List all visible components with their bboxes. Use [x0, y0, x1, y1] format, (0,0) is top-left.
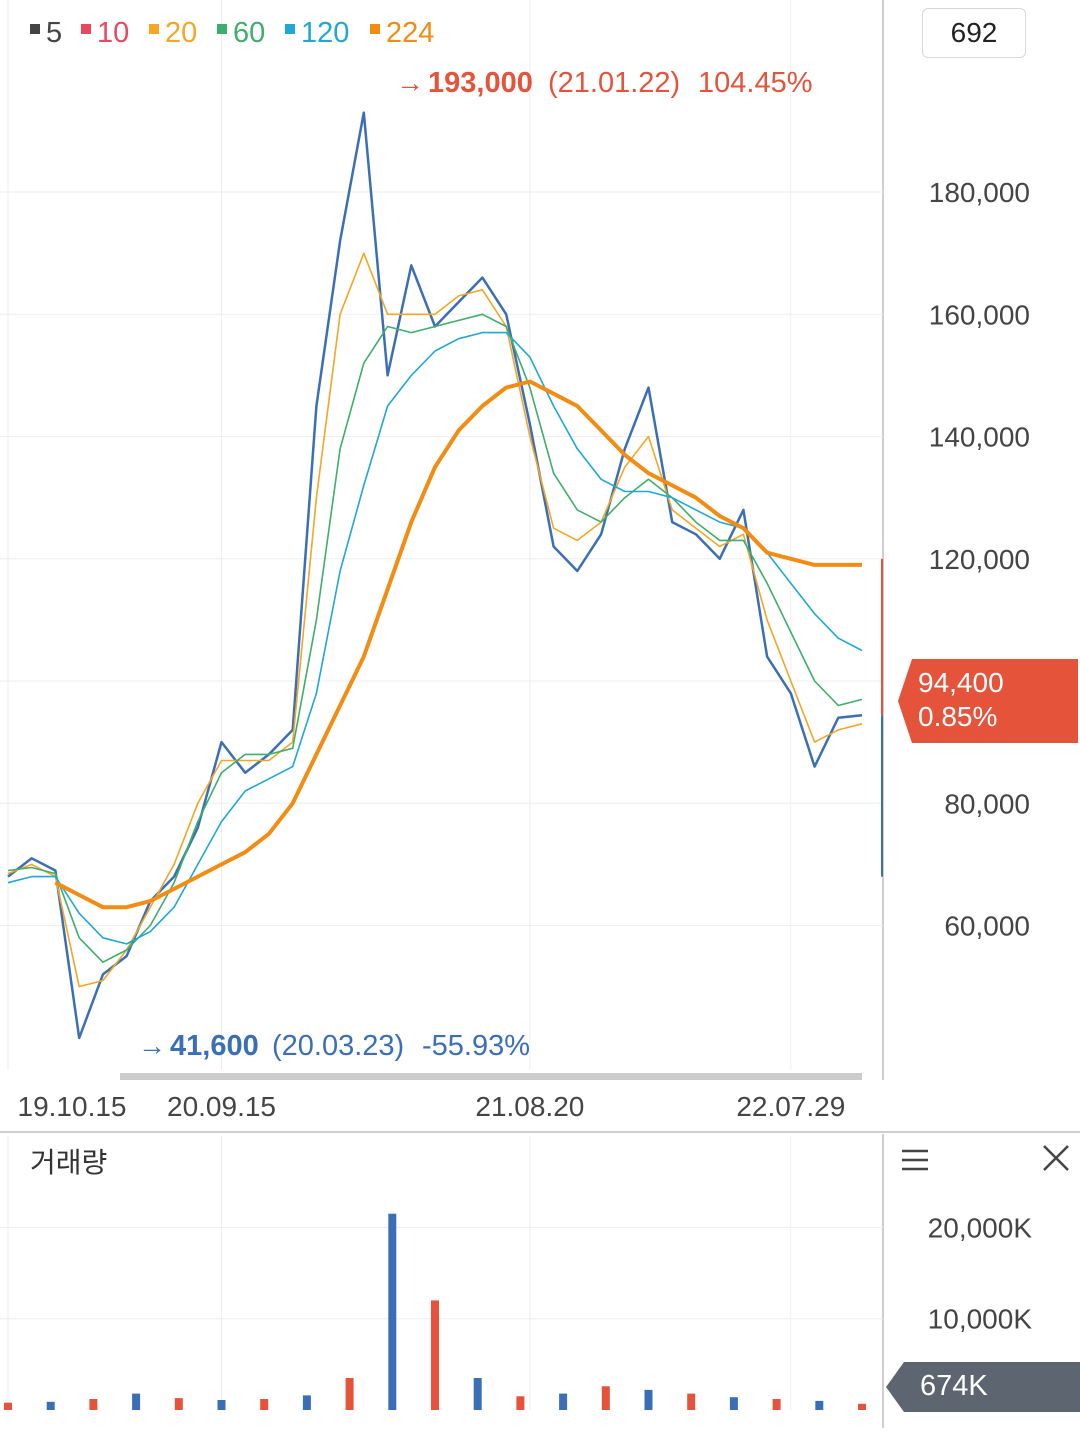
volume-bar: [729, 1397, 738, 1410]
volume-bar: [815, 1400, 824, 1410]
volume-bar: [858, 1403, 866, 1410]
current-price-tag: 94,400 0.85%: [898, 659, 1078, 743]
low-value: 41,600: [170, 1030, 259, 1062]
volume-bar: [46, 1401, 55, 1410]
volume-tick-label: 10,000K: [928, 1304, 1033, 1335]
series-line-ma60: [7, 313, 863, 963]
volume-bar: [345, 1378, 354, 1410]
volume-bar: [431, 1300, 439, 1410]
legend-swatch-60: [217, 24, 227, 34]
volume-tick-label: 20,000K: [928, 1212, 1033, 1243]
low-percent: -55.93%: [422, 1030, 530, 1062]
volume-bar: [302, 1395, 311, 1410]
legend-label-20: 20: [165, 17, 197, 49]
time-tick-label: 21.08.20: [475, 1091, 584, 1122]
price-tick-label: 80,000: [944, 788, 1030, 819]
series-line-ma224: [54, 379, 862, 910]
series-line-ma5: [7, 111, 863, 1040]
price-tick-label: 180,000: [929, 177, 1030, 208]
volume-bar: [473, 1378, 482, 1410]
high-percent: 104.45%: [698, 67, 813, 99]
volume-bar: [174, 1398, 183, 1410]
volume-bar: [644, 1389, 653, 1410]
legend-swatch-10: [81, 24, 91, 34]
volume-bar: [516, 1396, 525, 1410]
volume-bar: [388, 1213, 397, 1410]
time-tick-label: 22.07.29: [736, 1091, 845, 1122]
legend-swatch-120: [285, 24, 295, 34]
current-change: 0.85%: [918, 701, 998, 732]
legend-label-224: 224: [386, 17, 434, 49]
current-price: 94,400: [918, 667, 1004, 698]
legend-label-60: 60: [233, 17, 265, 49]
price-tick-label: 60,000: [944, 911, 1030, 942]
high-date: (21.01.22): [548, 67, 680, 99]
volume-bar: [687, 1393, 696, 1410]
menu-icon[interactable]: [898, 1144, 934, 1176]
legend-label-10: 10: [97, 17, 129, 49]
period-selector[interactable]: 692: [922, 8, 1026, 58]
high-arrow: →: [396, 67, 424, 98]
time-tick-label: 19.10.15: [18, 1091, 127, 1122]
price-tick-label: 120,000: [929, 544, 1030, 575]
volume-title: 거래량: [30, 1147, 107, 1178]
series-line-ma20: [7, 252, 863, 988]
volume-bar: [217, 1400, 226, 1410]
legend-swatch-224: [370, 24, 380, 34]
volume-bar: [601, 1386, 610, 1410]
low-date: (20.03.23): [272, 1030, 404, 1062]
volume-bar: [559, 1393, 568, 1410]
legend-swatch-5: [30, 24, 40, 34]
price-tick-label: 160,000: [929, 299, 1030, 330]
legend-swatch-20: [149, 24, 159, 34]
low-arrow: →: [138, 1030, 166, 1061]
legend-label-5: 5: [46, 17, 62, 49]
high-value: 193,000: [428, 67, 533, 99]
scroll-bar: [120, 1073, 862, 1080]
volume-bar: [89, 1399, 98, 1410]
series-line-ma120: [7, 331, 863, 945]
current-volume-tag: 674K: [886, 1362, 1080, 1412]
legend-label-120: 120: [301, 17, 349, 49]
volume-bar: [772, 1399, 781, 1410]
price-tick-label: 140,000: [929, 422, 1030, 453]
period-value: 692: [950, 17, 998, 48]
close-icon[interactable]: [1040, 1142, 1072, 1174]
volume-bar: [260, 1399, 269, 1410]
volume-bar: [132, 1393, 141, 1410]
volume-bar: [4, 1402, 12, 1410]
time-tick-label: 20.09.15: [167, 1091, 276, 1122]
current-volume: 674K: [920, 1370, 988, 1402]
